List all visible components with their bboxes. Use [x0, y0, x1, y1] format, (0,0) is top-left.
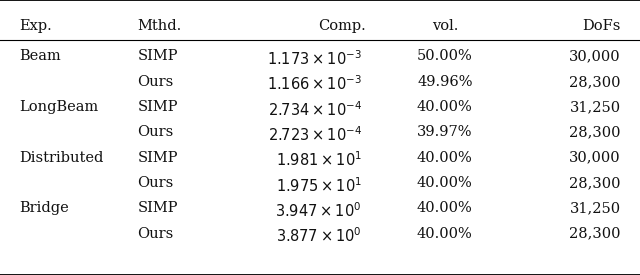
Text: 40.00%: 40.00%: [417, 151, 473, 165]
Text: 28,300: 28,300: [570, 227, 621, 241]
Text: $1.981\times 10^{1}$: $1.981\times 10^{1}$: [275, 151, 362, 169]
Text: 28,300: 28,300: [570, 176, 621, 190]
Text: 28,300: 28,300: [570, 75, 621, 89]
Text: 31,250: 31,250: [570, 201, 621, 215]
Text: Ours: Ours: [138, 125, 174, 139]
Text: Comp.: Comp.: [319, 19, 366, 33]
Text: 30,000: 30,000: [569, 50, 621, 64]
Text: 39.97%: 39.97%: [417, 125, 472, 139]
Text: 40.00%: 40.00%: [417, 227, 473, 241]
Text: $2.734\times 10^{-4}$: $2.734\times 10^{-4}$: [268, 100, 362, 119]
Text: SIMP: SIMP: [138, 50, 178, 64]
Text: $1.173\times 10^{-3}$: $1.173\times 10^{-3}$: [267, 50, 362, 68]
Text: $3.947\times 10^{0}$: $3.947\times 10^{0}$: [275, 201, 362, 220]
Text: 28,300: 28,300: [570, 125, 621, 139]
Text: Ours: Ours: [138, 75, 174, 89]
Text: Beam: Beam: [19, 50, 61, 64]
Text: $1.975\times 10^{1}$: $1.975\times 10^{1}$: [275, 176, 362, 195]
Text: 40.00%: 40.00%: [417, 176, 473, 190]
Text: vol.: vol.: [431, 19, 458, 33]
Text: 30,000: 30,000: [569, 151, 621, 165]
Text: 49.96%: 49.96%: [417, 75, 472, 89]
Text: SIMP: SIMP: [138, 201, 178, 215]
Text: $2.723\times 10^{-4}$: $2.723\times 10^{-4}$: [268, 125, 362, 144]
Text: Ours: Ours: [138, 227, 174, 241]
Text: SIMP: SIMP: [138, 151, 178, 165]
Text: $1.166\times 10^{-3}$: $1.166\times 10^{-3}$: [267, 75, 362, 94]
Text: 40.00%: 40.00%: [417, 201, 473, 215]
Text: LongBeam: LongBeam: [19, 100, 99, 114]
Text: 31,250: 31,250: [570, 100, 621, 114]
Text: Bridge: Bridge: [19, 201, 69, 215]
Text: DoFs: DoFs: [582, 19, 621, 33]
Text: Mthd.: Mthd.: [138, 19, 182, 33]
Text: SIMP: SIMP: [138, 100, 178, 114]
Text: $3.877\times 10^{0}$: $3.877\times 10^{0}$: [276, 227, 362, 245]
Text: Distributed: Distributed: [19, 151, 104, 165]
Text: 50.00%: 50.00%: [417, 50, 473, 64]
Text: Exp.: Exp.: [19, 19, 52, 33]
Text: Ours: Ours: [138, 176, 174, 190]
Text: 40.00%: 40.00%: [417, 100, 473, 114]
